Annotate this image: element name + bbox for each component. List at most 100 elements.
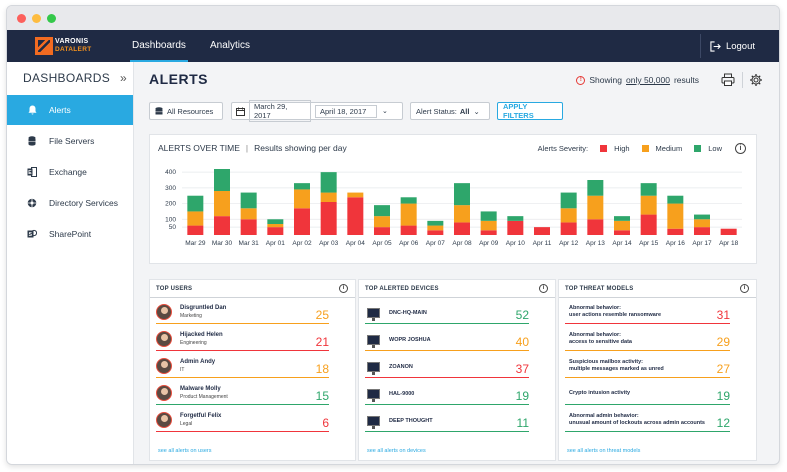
- bar-medium-apr-03[interactable]: [320, 192, 337, 202]
- bar-medium-mar-30[interactable]: [214, 191, 230, 217]
- bar-high-apr-11[interactable]: [534, 227, 550, 235]
- bar-low-apr-03[interactable]: [320, 172, 337, 193]
- close-window-button[interactable]: [17, 14, 26, 23]
- bar-low-apr-15[interactable]: [640, 183, 657, 196]
- bar-high-apr-09[interactable]: [480, 230, 497, 235]
- list-item[interactable]: DNC-HQ-MAIN 52: [365, 304, 529, 324]
- bar-low-apr-10[interactable]: [507, 216, 524, 221]
- list-item[interactable]: Hijacked Helen Engineering 21: [156, 331, 329, 351]
- gear-icon[interactable]: [749, 73, 763, 87]
- bar-high-apr-10[interactable]: [507, 220, 524, 235]
- bar-high-apr-02[interactable]: [294, 208, 310, 235]
- legend-medium-swatch[interactable]: [641, 145, 649, 152]
- bar-medium-apr-08[interactable]: [454, 205, 470, 223]
- sidebar-item-directory-services[interactable]: Directory Services: [7, 188, 133, 218]
- nav-analytics[interactable]: Analytics: [210, 40, 251, 51]
- bar-medium-apr-13[interactable]: [587, 195, 604, 220]
- list-item[interactable]: Admin Andy IT 18: [156, 358, 329, 378]
- logout-button[interactable]: Logout: [710, 30, 755, 62]
- bar-high-apr-05[interactable]: [374, 227, 390, 235]
- bar-low-mar-30[interactable]: [214, 169, 230, 191]
- nav-dashboards[interactable]: Dashboards: [130, 30, 188, 62]
- see-all-users-link[interactable]: see all alerts on users: [158, 448, 212, 454]
- bar-low-mar-29[interactable]: [187, 195, 204, 212]
- bar-medium-mar-31[interactable]: [240, 208, 257, 220]
- bar-low-apr-16[interactable]: [667, 195, 684, 204]
- bar-medium-mar-29[interactable]: [187, 211, 204, 226]
- varonis-logo[interactable]: VARONIS DATALERT: [35, 36, 97, 56]
- bar-high-mar-30[interactable]: [214, 216, 230, 235]
- bar-low-apr-09[interactable]: [480, 211, 497, 221]
- bar-high-apr-03[interactable]: [320, 202, 337, 235]
- bar-high-apr-14[interactable]: [614, 230, 630, 235]
- bar-high-apr-06[interactable]: [400, 225, 417, 235]
- list-item[interactable]: Abnormal behavior: user actions resemble …: [565, 304, 730, 324]
- bar-low-apr-05[interactable]: [374, 205, 390, 217]
- bar-medium-apr-01[interactable]: [267, 224, 284, 228]
- list-item[interactable]: Abnormal behavior: access to sensitive da…: [565, 331, 730, 351]
- bar-low-apr-02[interactable]: [294, 183, 310, 190]
- top-users-info-icon[interactable]: i: [339, 284, 348, 293]
- date-to-input[interactable]: April 18, 2017: [315, 104, 377, 118]
- bar-medium-apr-05[interactable]: [374, 216, 390, 228]
- bar-medium-apr-02[interactable]: [294, 189, 310, 209]
- chart-info-icon[interactable]: i: [735, 143, 746, 154]
- bar-medium-apr-17[interactable]: [694, 219, 710, 228]
- bar-high-apr-01[interactable]: [267, 227, 284, 235]
- bar-high-apr-15[interactable]: [640, 214, 657, 235]
- bar-medium-apr-04[interactable]: [347, 192, 364, 198]
- bar-high-apr-18[interactable]: [720, 228, 737, 235]
- sidebar-item-exchange[interactable]: E Exchange: [7, 157, 133, 187]
- see-all-devices-link[interactable]: see all alerts on devices: [367, 448, 426, 454]
- bar-high-apr-12[interactable]: [560, 222, 577, 235]
- bar-low-apr-06[interactable]: [400, 197, 417, 204]
- sidebar-item-sharepoint[interactable]: S SharePoint: [7, 219, 133, 249]
- bar-medium-apr-15[interactable]: [640, 195, 657, 215]
- bar-low-mar-31[interactable]: [240, 192, 257, 209]
- bar-high-apr-08[interactable]: [454, 222, 470, 235]
- bar-medium-apr-06[interactable]: [400, 203, 417, 226]
- list-item[interactable]: Suspicious mailbox activity: multiple mes…: [565, 358, 730, 378]
- list-item[interactable]: HAL-9000 19: [365, 385, 529, 405]
- bar-high-apr-17[interactable]: [694, 227, 710, 235]
- list-item[interactable]: Crypto intusion activity 19: [565, 385, 730, 405]
- chevron-down-icon[interactable]: ⌄: [382, 108, 388, 115]
- top-threats-info-icon[interactable]: i: [740, 284, 749, 293]
- bar-high-mar-29[interactable]: [187, 225, 204, 235]
- apply-filters-button[interactable]: APPLY FILTERS: [497, 102, 563, 120]
- bar-medium-apr-07[interactable]: [427, 225, 444, 231]
- top-devices-info-icon[interactable]: i: [539, 284, 548, 293]
- resources-filter[interactable]: All Resources: [149, 102, 223, 120]
- bar-low-apr-13[interactable]: [587, 180, 604, 196]
- collapse-sidebar-icon[interactable]: »: [120, 71, 128, 85]
- bar-low-apr-07[interactable]: [427, 220, 444, 226]
- list-item[interactable]: Disgruntled Dan Marketing 25: [156, 304, 329, 324]
- legend-low-swatch[interactable]: [694, 145, 702, 152]
- print-icon[interactable]: [721, 73, 735, 87]
- bar-medium-apr-16[interactable]: [667, 203, 684, 229]
- bar-high-apr-07[interactable]: [427, 230, 444, 235]
- bar-medium-apr-12[interactable]: [560, 208, 577, 223]
- bar-low-apr-08[interactable]: [454, 183, 470, 206]
- bar-low-apr-17[interactable]: [694, 214, 710, 220]
- bar-high-apr-13[interactable]: [587, 219, 604, 235]
- list-item[interactable]: WOPR JOSHUA 40: [365, 331, 529, 351]
- list-item[interactable]: Forgetful Felix Legal 6: [156, 412, 329, 432]
- zoom-window-button[interactable]: [47, 14, 56, 23]
- legend-high-swatch[interactable]: [600, 145, 608, 152]
- sidebar-item-file-servers[interactable]: File Servers: [7, 126, 133, 156]
- bar-medium-apr-09[interactable]: [480, 220, 497, 231]
- date-from-input[interactable]: March 29, 2017: [249, 100, 311, 122]
- bar-low-apr-14[interactable]: [614, 216, 630, 221]
- sidebar-item-alerts[interactable]: Alerts: [7, 95, 133, 125]
- bar-high-apr-04[interactable]: [347, 197, 364, 235]
- calendar-icon[interactable]: [236, 107, 245, 116]
- bar-low-apr-01[interactable]: [267, 219, 284, 224]
- minimize-window-button[interactable]: [32, 14, 41, 23]
- list-item[interactable]: ZOANON 37: [365, 358, 529, 378]
- bar-medium-apr-14[interactable]: [614, 220, 630, 231]
- bar-high-apr-16[interactable]: [667, 228, 684, 235]
- list-item[interactable]: Abnormal admin behavior: unusual amount o…: [565, 412, 730, 432]
- bar-high-mar-31[interactable]: [240, 219, 257, 235]
- list-item[interactable]: Malware Molly Product Management 15: [156, 385, 329, 405]
